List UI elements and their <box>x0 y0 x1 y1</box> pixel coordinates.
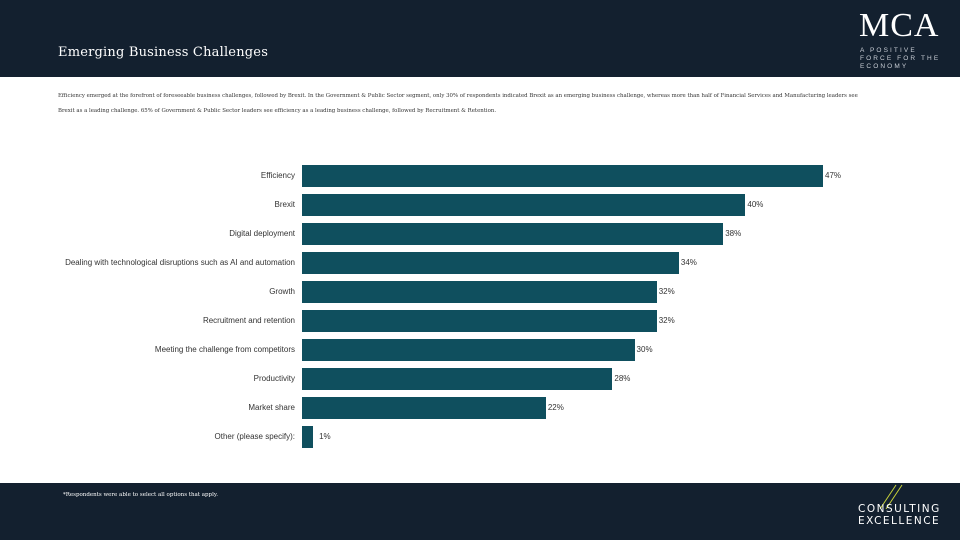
value-label: 34% <box>680 258 697 267</box>
category-label: Recruitment and retention <box>202 316 295 325</box>
brand-line-2: EXCELLENCE <box>858 515 941 527</box>
value-label: 32% <box>658 287 675 296</box>
value-label: 47% <box>825 171 842 180</box>
category-label: Productivity <box>253 374 295 383</box>
category-label: Other (please specify): <box>214 432 295 441</box>
bar <box>302 426 314 448</box>
value-label: 22% <box>547 403 564 412</box>
value-label: 38% <box>725 229 742 238</box>
bar <box>302 194 746 216</box>
mca-tagline: A POSITIVE FORCE FOR THE ECONOMY <box>860 47 941 70</box>
category-label: Meeting the challenge from competitors <box>154 345 295 354</box>
bar-chart: Efficiency 47% Brexit 40% Digital deployment… <box>0 150 960 470</box>
brand-line-1: CONSULTING <box>858 503 941 515</box>
value-label: 40% <box>747 200 764 209</box>
page-title: Emerging Business Challenges <box>58 45 269 60</box>
consulting-excellence-logo: CONSULTING EXCELLENCE <box>858 503 941 527</box>
category-label: Efficiency <box>260 171 295 180</box>
value-label: 1% <box>319 432 331 441</box>
bar <box>302 310 657 332</box>
consulting-excellence-mark-icon <box>879 484 903 509</box>
bar <box>302 368 613 390</box>
category-label: Digital deployment <box>229 229 295 238</box>
category-label: Growth <box>269 287 295 296</box>
intro-text: Efficiency emerged at the forefront of f… <box>58 93 858 114</box>
bar <box>302 165 823 187</box>
category-label: Dealing with technological disruptions s… <box>65 258 295 267</box>
bar <box>302 252 679 274</box>
bar <box>302 281 657 303</box>
bar <box>302 223 724 245</box>
value-label: 30% <box>636 345 653 354</box>
bar <box>302 397 546 419</box>
category-label: Brexit <box>274 200 295 209</box>
bar <box>302 339 635 361</box>
footer-bar: *Respondents were able to select all opt… <box>0 483 960 540</box>
category-label: Market share <box>248 403 295 412</box>
header-bar: Emerging Business Challenges MCA A POSIT… <box>0 0 960 77</box>
mca-logo: MCA <box>859 7 940 44</box>
value-label: 28% <box>614 374 631 383</box>
footnote: *Respondents were able to select all opt… <box>63 492 218 498</box>
value-label: 32% <box>658 316 675 325</box>
